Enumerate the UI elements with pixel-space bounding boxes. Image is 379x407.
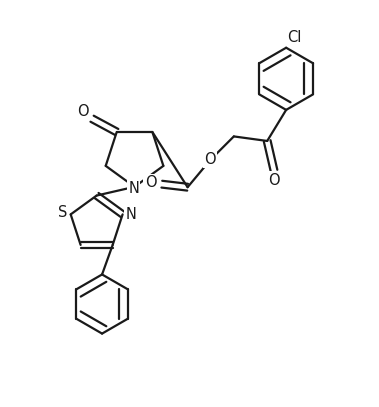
Text: N: N xyxy=(125,207,136,222)
Text: O: O xyxy=(204,152,215,166)
Text: Cl: Cl xyxy=(287,30,302,45)
Text: N: N xyxy=(128,181,139,196)
Text: S: S xyxy=(58,205,67,220)
Text: O: O xyxy=(145,175,156,190)
Text: O: O xyxy=(268,173,280,188)
Text: O: O xyxy=(77,104,88,118)
